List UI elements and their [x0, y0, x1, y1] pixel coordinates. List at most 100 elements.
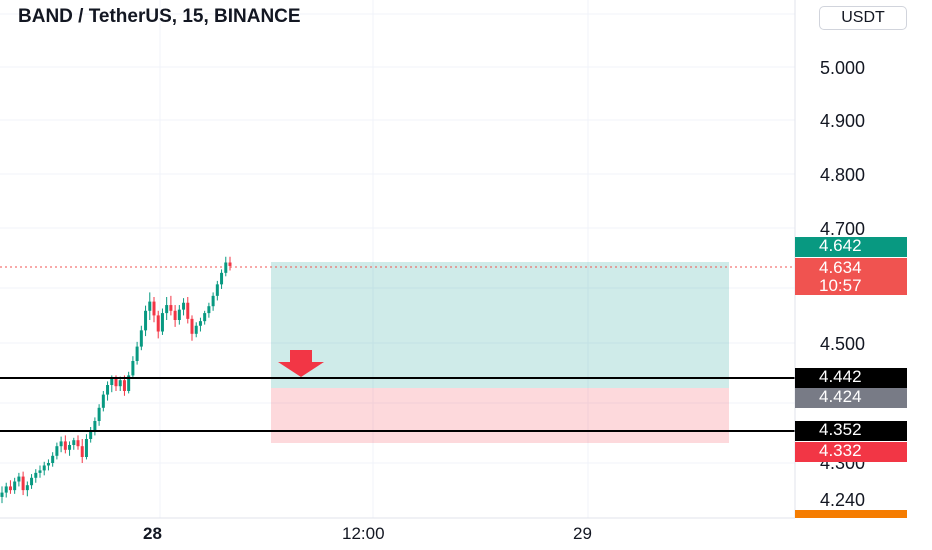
candle-body [228, 262, 232, 266]
candle [68, 441, 72, 456]
candle [17, 472, 21, 487]
candle [211, 292, 215, 311]
time-tick: 29 [573, 524, 592, 543]
candle [177, 305, 181, 325]
candle [182, 298, 186, 316]
candle-body [139, 330, 143, 347]
candle-body [38, 470, 42, 473]
candle-countdown: 10:57 [819, 276, 862, 295]
candle-body [68, 445, 72, 450]
loss-zone[interactable] [271, 388, 729, 443]
candle [8, 480, 12, 494]
candle [51, 452, 55, 467]
candle [148, 292, 152, 320]
candle-body [177, 309, 181, 320]
candle [127, 371, 131, 394]
candlestick-series [0, 256, 232, 504]
candle-body [84, 439, 88, 457]
candle [63, 435, 67, 454]
candle-body [8, 486, 12, 491]
candle [84, 434, 88, 460]
candle-body [13, 481, 17, 491]
candle [160, 308, 164, 335]
price-tick: 4.500 [820, 334, 866, 354]
price-tick: 4.800 [820, 165, 866, 185]
chart-grid [0, 0, 795, 518]
candle [215, 280, 219, 301]
candle-body [211, 295, 215, 307]
profit-zone[interactable] [271, 262, 729, 388]
candle [30, 474, 34, 489]
candle [152, 297, 156, 323]
candle-body [131, 361, 135, 376]
candle-body [17, 476, 21, 482]
candle [203, 310, 207, 325]
candle [38, 465, 42, 478]
candle [194, 322, 198, 338]
candle [34, 469, 38, 483]
candle [169, 295, 173, 316]
candle [144, 305, 148, 337]
candle-body [80, 446, 84, 457]
candle [165, 297, 169, 320]
candle-body [160, 313, 164, 332]
candle [190, 315, 194, 341]
candle [21, 471, 25, 496]
candle [97, 404, 101, 426]
candle [46, 459, 50, 471]
candle [80, 439, 84, 463]
candle [228, 256, 232, 271]
time-tick: 12:00 [342, 524, 385, 543]
candle-body [42, 465, 46, 471]
candle-body [59, 441, 63, 447]
candle [139, 325, 143, 351]
currency-button[interactable]: USDT [819, 6, 907, 30]
candle [93, 417, 97, 436]
candle-body [110, 379, 114, 385]
candle-body [72, 440, 76, 445]
candle-body [173, 310, 177, 320]
candle-body [55, 446, 59, 456]
candle-body [156, 315, 160, 332]
candle-body [152, 301, 156, 316]
stop-price-label: 4.332 [795, 442, 907, 462]
candle [72, 437, 76, 450]
price-tick: 4.900 [820, 111, 866, 131]
target-price-label: 4.642 [795, 237, 907, 257]
candle [131, 356, 135, 379]
candle-body [63, 441, 67, 450]
candle [173, 305, 177, 327]
candle-body [34, 472, 38, 478]
entry-price-label: 4.424 [795, 388, 907, 408]
sell-arrow-icon [278, 350, 324, 377]
candle [59, 436, 63, 453]
candle [4, 482, 8, 498]
candle-body [182, 302, 186, 310]
candle [220, 269, 224, 289]
candle [156, 310, 160, 339]
candle-body [30, 477, 34, 486]
price-tick: 5.000 [820, 58, 866, 78]
candle [76, 435, 80, 450]
candle [42, 461, 46, 476]
chart-title: BAND / TetherUS, 15, BINANCE [18, 6, 301, 27]
candle-body [224, 262, 228, 273]
price-tick: 4.240 [820, 490, 866, 510]
candle-body [76, 440, 80, 447]
candle-body [135, 346, 139, 361]
candle-body [114, 379, 118, 387]
lower-line-price-label: 4.352 [795, 421, 907, 441]
current-price-label: 4.634 10:57 [795, 258, 907, 295]
candle-body [190, 318, 194, 334]
candle-body [186, 302, 190, 319]
candle-body [25, 485, 29, 491]
candle-body [220, 272, 224, 285]
candle-body [165, 305, 169, 314]
candle-body [106, 385, 110, 395]
candle-body [4, 486, 8, 493]
candle-body [118, 380, 122, 387]
candle-body [21, 476, 25, 491]
candle [101, 391, 105, 412]
candle-body [0, 492, 4, 497]
